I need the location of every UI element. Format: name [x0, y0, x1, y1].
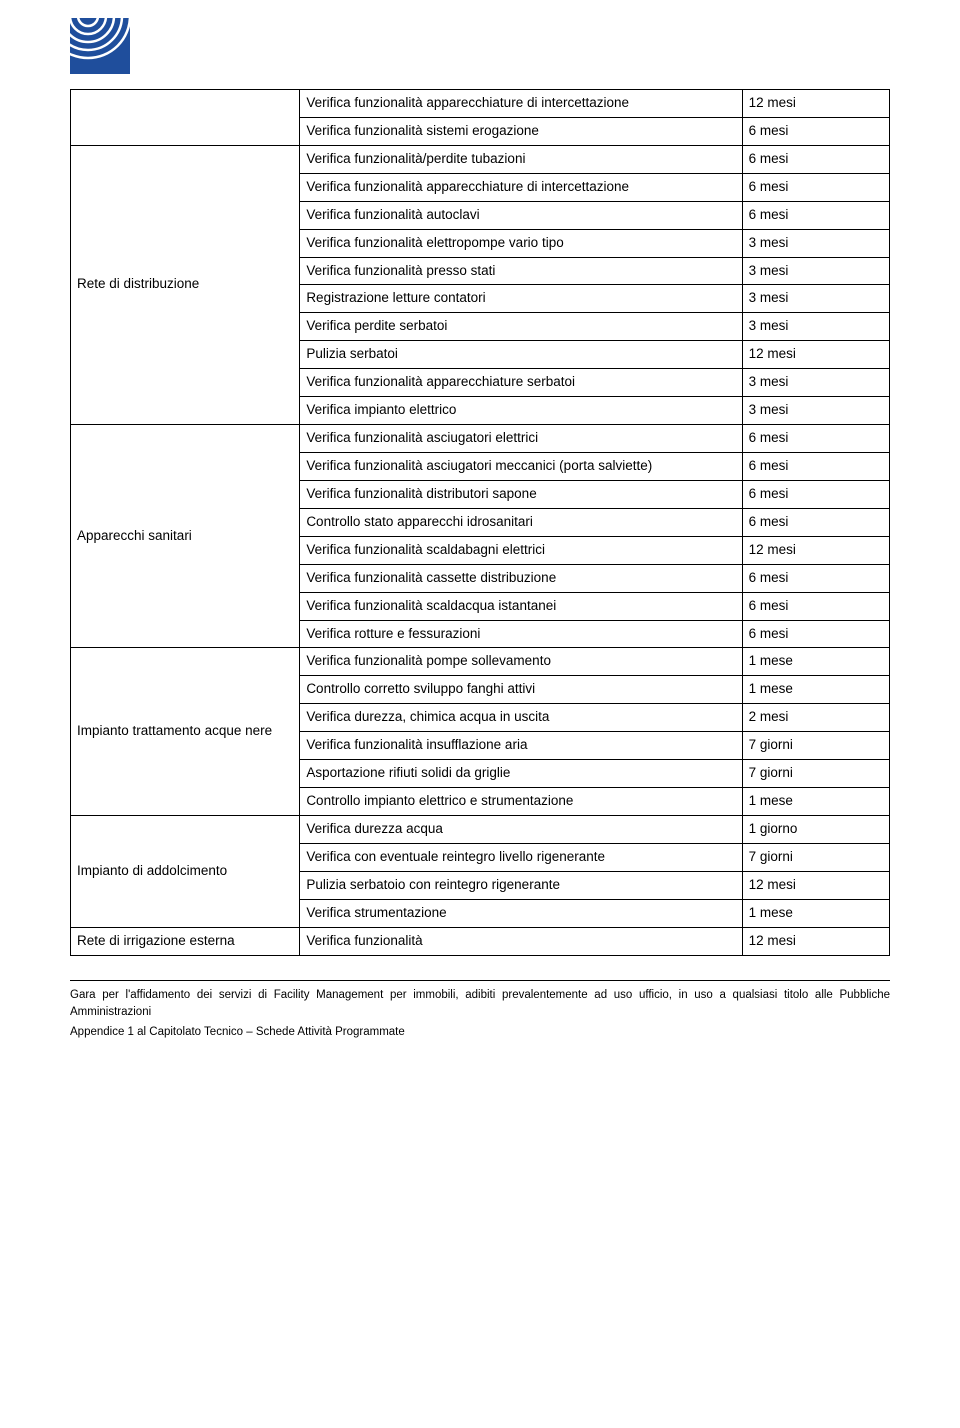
activity-frequency: 2 mesi: [742, 704, 889, 732]
activity-description: Verifica funzionalità apparecchiature di…: [300, 90, 742, 118]
section-label: Rete di distribuzione: [71, 145, 300, 424]
activity-description: Verifica funzionalità apparecchiature se…: [300, 369, 742, 397]
activity-frequency: 3 mesi: [742, 257, 889, 285]
activity-frequency: 7 giorni: [742, 760, 889, 788]
table-row: Apparecchi sanitariVerifica funzionalità…: [71, 425, 890, 453]
activity-description: Verifica funzionalità cassette distribuz…: [300, 564, 742, 592]
activity-frequency: 6 mesi: [742, 201, 889, 229]
activity-frequency: 6 mesi: [742, 508, 889, 536]
activity-frequency: 6 mesi: [742, 592, 889, 620]
activity-description: Verifica funzionalità asciugatori meccan…: [300, 452, 742, 480]
activity-description: Verifica funzionalità/perdite tubazioni: [300, 145, 742, 173]
activity-frequency: 1 mese: [742, 899, 889, 927]
activity-frequency: 3 mesi: [742, 369, 889, 397]
activity-description: Verifica funzionalità pompe sollevamento: [300, 648, 742, 676]
activity-description: Registrazione letture contatori: [300, 285, 742, 313]
activity-description: Verifica funzionalità scaldabagni elettr…: [300, 536, 742, 564]
table-row: Rete di distribuzioneVerifica funzionali…: [71, 145, 890, 173]
activity-frequency: 12 mesi: [742, 927, 889, 955]
footer-rule: [70, 980, 890, 981]
activity-frequency: 6 mesi: [742, 452, 889, 480]
table-row: Rete di irrigazione esternaVerifica funz…: [71, 927, 890, 955]
table-row: Impianto di addolcimentoVerifica durezza…: [71, 815, 890, 843]
activity-frequency: 6 mesi: [742, 480, 889, 508]
activity-description: Verifica funzionalità distributori sapon…: [300, 480, 742, 508]
activity-frequency: 3 mesi: [742, 285, 889, 313]
section-label: Apparecchi sanitari: [71, 425, 300, 648]
activity-description: Verifica funzionalità presso stati: [300, 257, 742, 285]
section-label: Impianto di addolcimento: [71, 815, 300, 927]
activity-frequency: 1 giorno: [742, 815, 889, 843]
page-logo: [70, 18, 890, 77]
footer-text-2: Appendice 1 al Capitolato Tecnico – Sche…: [70, 1026, 890, 1038]
activity-description: Verifica funzionalità sistemi erogazione: [300, 117, 742, 145]
activity-frequency: 3 mesi: [742, 313, 889, 341]
activity-frequency: 12 mesi: [742, 341, 889, 369]
footer-text-1: Gara per l'affidamento dei servizi di Fa…: [70, 987, 890, 1023]
activity-description: Pulizia serbatoi: [300, 341, 742, 369]
section-label: [71, 90, 300, 146]
section-label: Rete di irrigazione esterna: [71, 927, 300, 955]
activity-description: Verifica funzionalità apparecchiature di…: [300, 173, 742, 201]
activity-description: Verifica funzionalità autoclavi: [300, 201, 742, 229]
activity-frequency: 1 mese: [742, 676, 889, 704]
activity-frequency: 12 mesi: [742, 90, 889, 118]
activity-description: Asportazione rifiuti solidi da griglie: [300, 760, 742, 788]
activity-description: Verifica rotture e fessurazioni: [300, 620, 742, 648]
activity-frequency: 7 giorni: [742, 843, 889, 871]
activity-description: Pulizia serbatoio con reintegro rigenera…: [300, 871, 742, 899]
activity-frequency: 6 mesi: [742, 117, 889, 145]
activity-frequency: 12 mesi: [742, 871, 889, 899]
activity-description: Verifica strumentazione: [300, 899, 742, 927]
section-label: Impianto trattamento acque nere: [71, 648, 300, 816]
activity-description: Verifica durezza acqua: [300, 815, 742, 843]
activity-description: Verifica impianto elettrico: [300, 397, 742, 425]
activity-frequency: 12 mesi: [742, 536, 889, 564]
activity-frequency: 6 mesi: [742, 425, 889, 453]
activity-description: Verifica funzionalità: [300, 927, 742, 955]
maintenance-table: Verifica funzionalità apparecchiature di…: [70, 89, 890, 956]
activity-frequency: 7 giorni: [742, 732, 889, 760]
activity-description: Verifica funzionalità scaldacqua istanta…: [300, 592, 742, 620]
activity-description: Verifica perdite serbatoi: [300, 313, 742, 341]
activity-description: Controllo impianto elettrico e strumenta…: [300, 788, 742, 816]
activity-frequency: 6 mesi: [742, 173, 889, 201]
activity-frequency: 1 mese: [742, 788, 889, 816]
activity-description: Controllo stato apparecchi idrosanitari: [300, 508, 742, 536]
activity-frequency: 6 mesi: [742, 620, 889, 648]
activity-description: Verifica funzionalità insufflazione aria: [300, 732, 742, 760]
logo-svg: [70, 18, 130, 74]
activity-description: Verifica con eventuale reintegro livello…: [300, 843, 742, 871]
activity-frequency: 1 mese: [742, 648, 889, 676]
activity-frequency: 3 mesi: [742, 229, 889, 257]
activity-description: Controllo corretto sviluppo fanghi attiv…: [300, 676, 742, 704]
table-row: Impianto trattamento acque nereVerifica …: [71, 648, 890, 676]
table-row: Verifica funzionalità apparecchiature di…: [71, 90, 890, 118]
activity-frequency: 3 mesi: [742, 397, 889, 425]
activity-frequency: 6 mesi: [742, 145, 889, 173]
activity-frequency: 6 mesi: [742, 564, 889, 592]
activity-description: Verifica funzionalità elettropompe vario…: [300, 229, 742, 257]
activity-description: Verifica durezza, chimica acqua in uscit…: [300, 704, 742, 732]
activity-description: Verifica funzionalità asciugatori elettr…: [300, 425, 742, 453]
